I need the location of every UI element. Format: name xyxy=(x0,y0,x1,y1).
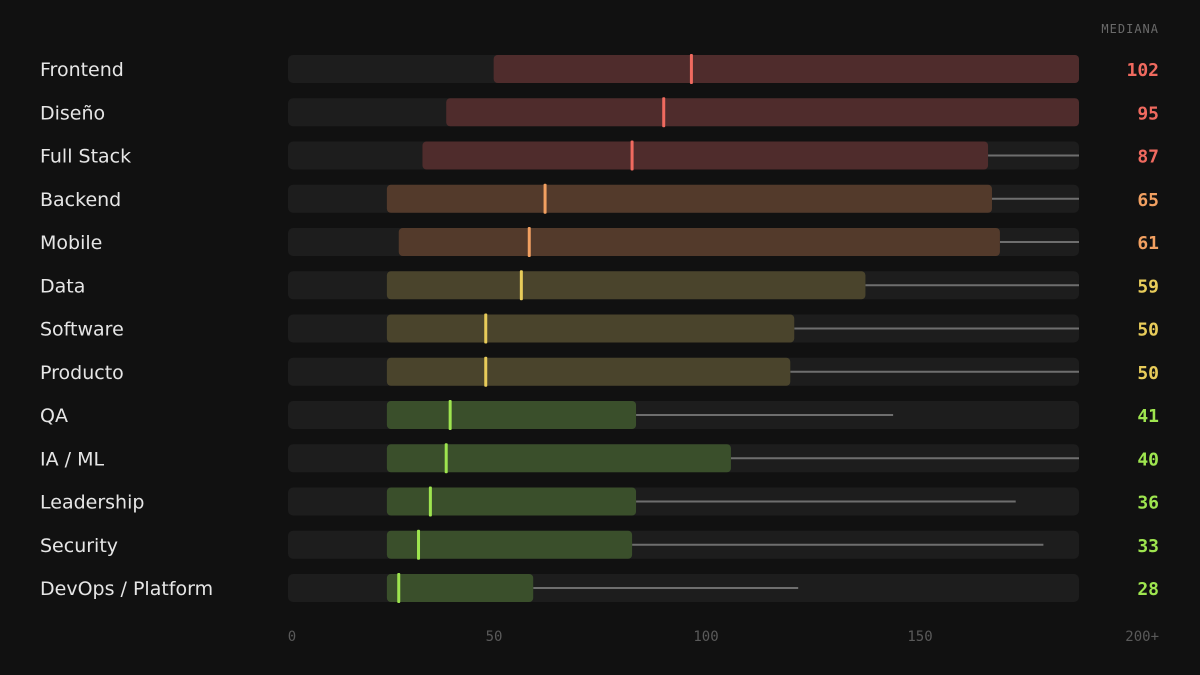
iqr-box xyxy=(386,271,866,300)
iqr-box xyxy=(386,444,731,473)
x-axis-ticks: 0 50 100 150 200+ xyxy=(288,629,1159,645)
row-label: IA / ML xyxy=(40,448,104,470)
median-marker xyxy=(484,313,488,344)
row-label: QA xyxy=(40,405,68,427)
iqr-box xyxy=(386,357,791,386)
median-marker xyxy=(484,356,488,387)
median-value: 36 xyxy=(1137,493,1159,514)
median-marker xyxy=(444,443,448,474)
iqr-box xyxy=(386,401,637,429)
iqr-box xyxy=(398,228,1000,256)
median-value: 61 xyxy=(1137,233,1159,254)
row-10: Leadership 36 xyxy=(40,486,1159,517)
iqr-box xyxy=(386,314,795,343)
median-value: 40 xyxy=(1137,449,1159,470)
row-11: Security 33 xyxy=(40,529,1159,560)
row-label: Mobile xyxy=(40,232,102,254)
iqr-box xyxy=(422,141,989,170)
row-label: Software xyxy=(40,319,124,341)
row-label: Producto xyxy=(40,362,124,384)
row-4: Mobile 61 xyxy=(40,227,1159,257)
median-header: MEDIANA xyxy=(1101,22,1159,36)
median-value: 95 xyxy=(1137,103,1159,124)
rows-group: Frontend 102 Diseño 95 Full Stack 87 Backend 65… xyxy=(40,54,1159,603)
median-marker xyxy=(428,486,432,517)
row-7: Producto 50 xyxy=(40,356,1159,387)
row-label: Full Stack xyxy=(40,146,131,168)
median-marker xyxy=(519,270,523,301)
row-5: Data 59 xyxy=(40,270,1159,301)
x-tick-label: 50 xyxy=(486,629,503,645)
row-6: Software 50 xyxy=(40,313,1159,344)
x-tick-label: 0 xyxy=(288,629,296,645)
row-label: Frontend xyxy=(40,59,124,81)
x-tick-label: 200+ xyxy=(1125,629,1159,645)
iqr-box xyxy=(386,574,534,602)
iqr-box xyxy=(493,55,1079,83)
median-value: 41 xyxy=(1137,406,1159,427)
median-value: 50 xyxy=(1137,363,1159,384)
row-8: QA 41 xyxy=(40,400,1159,430)
row-2: Full Stack 87 xyxy=(40,140,1159,171)
median-value: 59 xyxy=(1137,276,1159,297)
row-label: DevOps / Platform xyxy=(40,578,213,600)
x-tick-label: 150 xyxy=(907,629,932,645)
row-label: Data xyxy=(40,275,85,297)
median-marker xyxy=(689,54,693,84)
iqr-box xyxy=(386,184,992,213)
iqr-box xyxy=(386,530,633,559)
median-marker xyxy=(417,529,421,560)
median-marker xyxy=(527,227,531,257)
median-marker xyxy=(630,140,634,171)
row-0: Frontend 102 xyxy=(40,54,1159,84)
median-marker xyxy=(448,400,452,430)
median-marker xyxy=(662,97,666,128)
row-label: Diseño xyxy=(40,102,105,124)
iqr-box xyxy=(446,98,1079,127)
row-12: DevOps / Platform 28 xyxy=(40,573,1159,603)
median-marker xyxy=(397,573,401,603)
median-value: 65 xyxy=(1137,190,1159,211)
row-9: IA / ML 40 xyxy=(40,443,1159,474)
row-3: Backend 65 xyxy=(40,183,1159,214)
median-marker xyxy=(543,183,547,214)
row-label: Backend xyxy=(40,189,121,211)
median-value: 28 xyxy=(1137,579,1159,600)
row-label: Leadership xyxy=(40,492,144,514)
row-1: Diseño 95 xyxy=(40,97,1159,128)
median-value: 33 xyxy=(1137,536,1159,557)
row-label: Security xyxy=(40,535,118,557)
x-tick-label: 100 xyxy=(693,629,718,645)
median-value: 50 xyxy=(1137,320,1159,341)
median-value: 102 xyxy=(1126,60,1159,81)
iqr-box xyxy=(386,487,637,516)
median-value: 87 xyxy=(1137,147,1159,168)
